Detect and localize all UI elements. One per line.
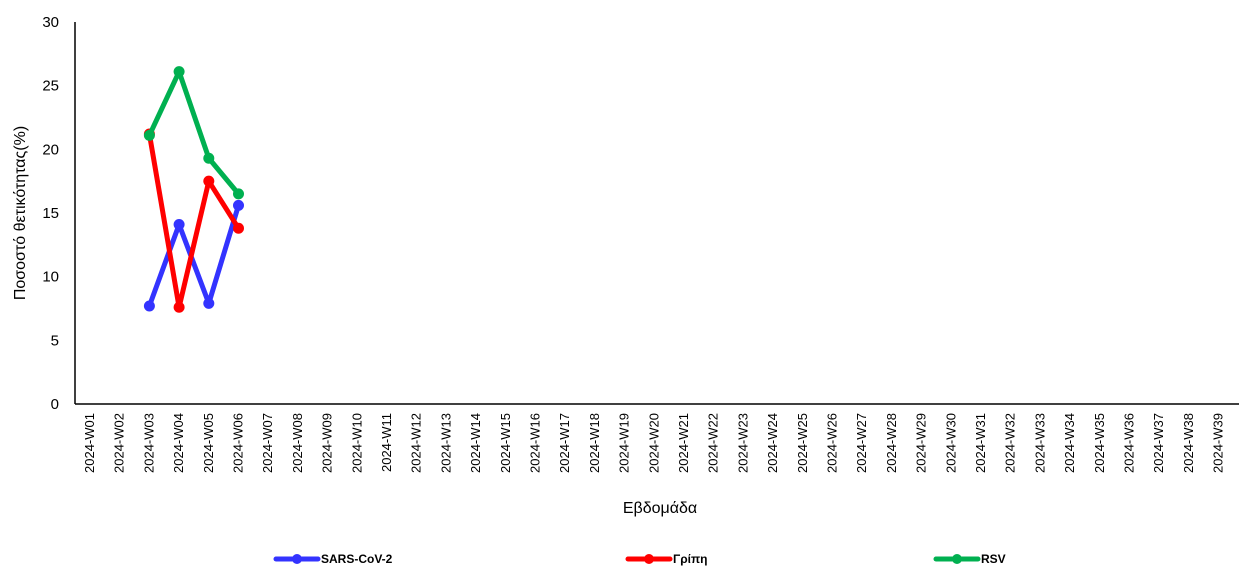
y-axis-title: Ποσοστό θετικότητας(%) (12, 126, 29, 300)
x-tick-label: 2024-W03 (141, 413, 156, 473)
x-tick-label: 2024-W35 (1092, 413, 1107, 473)
x-tick-label: 2024-W15 (498, 413, 513, 473)
legend-marker (644, 554, 654, 564)
series-RSV (143, 66, 244, 200)
y-tick-labels: 0 5 10 15 20 25 30 (42, 14, 59, 413)
x-tick-label: 2024-W13 (438, 413, 453, 473)
y-tick-label: 5 (51, 332, 59, 349)
legend-item: RSV (933, 552, 1006, 566)
series-SARS-CoV-2 (143, 199, 244, 312)
x-tick-label: 2024-W29 (914, 413, 929, 473)
y-tick-label: 30 (42, 14, 59, 31)
x-tick-label: 2024-W05 (201, 413, 216, 473)
legend-marker (952, 554, 962, 564)
axes (74, 22, 1239, 405)
x-tick-label: 2024-W14 (468, 413, 483, 473)
x-tick-label: 2024-W39 (1211, 413, 1226, 473)
x-tick-label: 2024-W37 (1151, 413, 1166, 473)
x-tick-label: 2024-W20 (646, 413, 661, 473)
legend-label: Γρίπη (673, 552, 708, 566)
legend-label: RSV (981, 552, 1006, 566)
legend-item: SARS-CoV-2 (273, 552, 393, 566)
x-tick-label: 2024-W26 (825, 413, 840, 473)
data-point (143, 300, 155, 312)
legend-marker (292, 554, 302, 564)
x-tick-label: 2024-W27 (854, 413, 869, 473)
y-tick-label: 15 (42, 205, 59, 222)
data-point (173, 301, 185, 313)
x-tick-label: 2024-W10 (349, 413, 364, 473)
x-tick-label: 2024-W19 (617, 413, 632, 473)
data-point (203, 175, 215, 187)
x-tick-label: 2024-W23 (735, 413, 750, 473)
legend: SARS-CoV-2 Γρίπη RSV (273, 552, 1006, 566)
x-tick-label: 2024-W02 (112, 413, 127, 473)
x-tick-label: 2024-W36 (1122, 413, 1137, 473)
data-point (233, 188, 244, 200)
data-point (233, 222, 244, 234)
data-point (173, 218, 185, 230)
x-tick-label: 2024-W06 (231, 413, 246, 473)
x-tick-label: 2024-W30 (943, 413, 958, 473)
data-point (203, 152, 215, 164)
series-line (146, 69, 241, 197)
x-tick-label: 2024-W28 (884, 413, 899, 473)
x-tick-label: 2024-W16 (528, 413, 543, 473)
x-tick-label: 2024-W08 (290, 413, 305, 473)
x-tick-label: 2024-W22 (706, 413, 721, 473)
x-tick-label: 2024-W09 (320, 413, 335, 473)
x-tick-label: 2024-W04 (171, 413, 186, 473)
data-point (203, 297, 215, 309)
x-tick-label: 2024-W07 (260, 413, 275, 473)
y-tick-label: 10 (42, 269, 59, 286)
y-tick-label: 0 (51, 396, 59, 413)
data-point (173, 66, 185, 78)
x-tick-label: 2024-W12 (409, 413, 424, 473)
x-tick-label: 2024-W32 (1003, 413, 1018, 473)
x-tick-label: 2024-W17 (557, 413, 572, 473)
data-point (233, 199, 244, 211)
x-tick-label: 2024-W38 (1181, 413, 1196, 473)
x-tick-label: 2024-W11 (379, 413, 394, 472)
series-line (146, 131, 241, 310)
x-tick-label: 2024-W21 (676, 413, 691, 473)
legend-label: SARS-CoV-2 (321, 552, 393, 566)
legend-item: Γρίπη (625, 552, 708, 566)
x-tick-label: 2024-W25 (795, 413, 810, 473)
x-axis-title: Εβδομάδα (623, 500, 697, 517)
x-tick-labels: 2024-W01 2024-W02 2024-W03 2024-W04 2024-W05… (82, 413, 1226, 473)
x-tick-label: 2024-W18 (587, 413, 602, 473)
x-tick-label: 2024-W34 (1062, 413, 1077, 473)
data-point (143, 129, 155, 141)
series-layer (143, 66, 244, 313)
x-tick-label: 2024-W33 (1032, 413, 1047, 473)
y-tick-label: 25 (42, 78, 59, 95)
x-tick-label: 2024-W24 (765, 413, 780, 473)
x-tick-label: 2024-W01 (82, 413, 97, 473)
x-tick-label: 2024-W31 (973, 413, 988, 473)
y-tick-label: 20 (42, 141, 59, 158)
series-line (146, 202, 241, 309)
